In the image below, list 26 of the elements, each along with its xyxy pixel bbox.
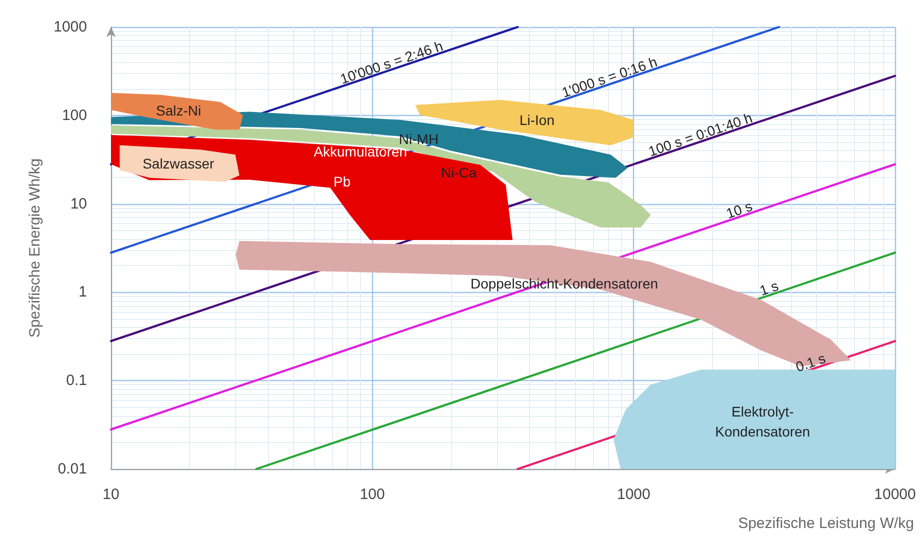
y-tick-label: 10: [70, 195, 87, 212]
text: 1 s: [758, 277, 780, 299]
y-tick-label: 1: [78, 284, 87, 301]
series-label: Li-Ion: [519, 112, 554, 128]
series-label: Ni-Ca: [440, 164, 477, 180]
series-label: Pb: [333, 174, 351, 190]
series-label: Doppelschicht-Kondensatoren: [470, 275, 658, 292]
x-axis-title: Spezifische Leistung W/kg: [738, 515, 914, 532]
y-tick-label: 100: [62, 106, 87, 124]
y-tick-label: 0.1: [66, 372, 87, 390]
x-tick-label: 100: [360, 486, 385, 503]
text: 10'000 s = 2:46 h: [338, 38, 445, 87]
annotation: Akkumulatoren: [314, 144, 408, 160]
series-label: Salz-Ni: [156, 102, 202, 118]
series-label: Salzwasser: [142, 156, 214, 172]
text: 0.1 s: [794, 350, 828, 375]
text: 100 s = 0:01:40 h: [646, 109, 754, 160]
y-tick-label: 1000: [54, 18, 87, 36]
x-tick-label: 10000: [874, 486, 916, 503]
text: 1'000 s = 0:16 h: [560, 53, 660, 100]
y-axis-title: Spezifische Energie Wh/kg: [26, 158, 44, 338]
series-label: Elektrolyt-Kondensatoren: [715, 403, 810, 440]
y-tick-label: 0.01: [58, 460, 87, 478]
text: 10 s: [724, 198, 754, 222]
x-tick-label: 1000: [616, 486, 650, 503]
x-tick-label: 10: [102, 486, 120, 503]
